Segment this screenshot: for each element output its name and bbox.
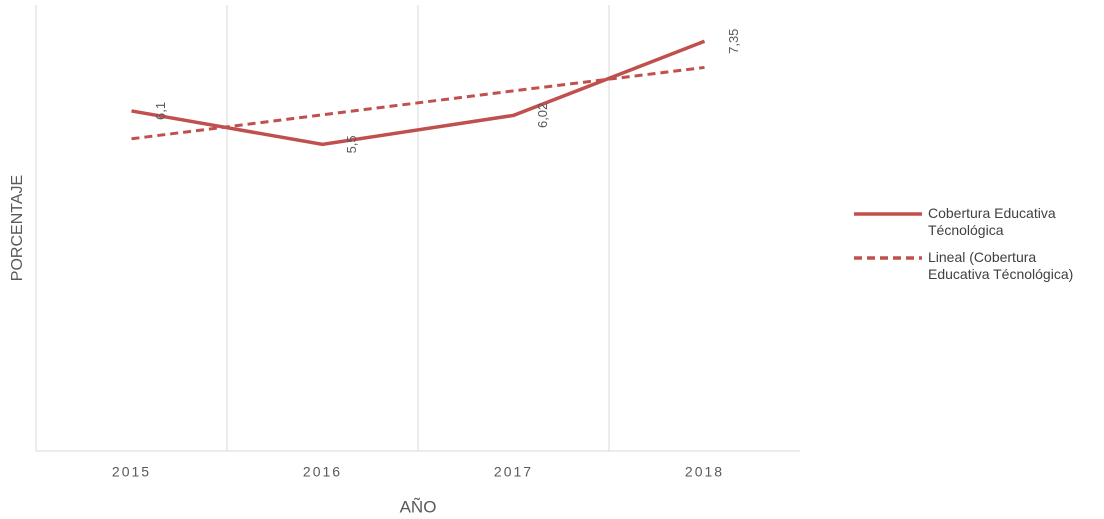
y-axis-title: PORCENTAJE	[9, 175, 26, 281]
legend-swatch	[854, 212, 922, 216]
legend-label: Cobertura Educativa Técnológica	[928, 205, 1056, 238]
data-label: 6,1	[153, 102, 168, 120]
line-series	[131, 65, 705, 141]
x-tick-label: 2017	[494, 464, 533, 480]
legend-item: Cobertura Educativa Técnológica	[852, 205, 1102, 239]
x-tick-label: 2016	[303, 464, 342, 480]
data-label: 5,5	[344, 135, 359, 153]
x-axis-title: AÑO	[400, 497, 437, 516]
legend-swatch	[854, 256, 922, 260]
data-label: 6,02	[535, 103, 550, 128]
legend-label: Lineal (Cobertura Educativa Técnológica)	[928, 249, 1074, 282]
x-tick-label: 2018	[685, 464, 724, 480]
legend-item: Lineal (Cobertura Educativa Técnológica)	[852, 249, 1102, 283]
data-label: 7,35	[726, 29, 741, 54]
x-tick-label: 2015	[112, 464, 151, 480]
legend: Cobertura Educativa Técnológica Lineal (C…	[852, 205, 1102, 293]
